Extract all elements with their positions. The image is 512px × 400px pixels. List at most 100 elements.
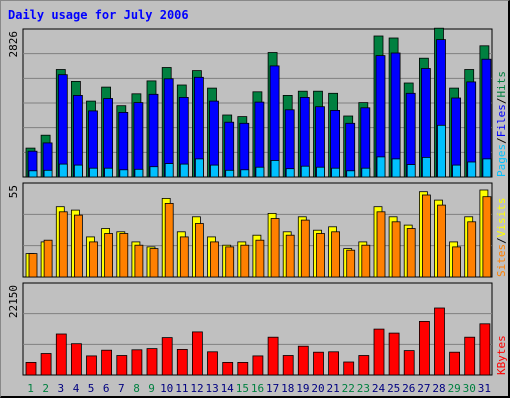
bar-pages-day-8	[134, 168, 144, 178]
bar-sites-day-27	[421, 194, 431, 278]
bar-kbytes-day-16	[252, 355, 264, 376]
bar-pages-day-20	[316, 166, 325, 178]
legend-label: /	[495, 98, 508, 105]
bar-pages-day-26	[406, 164, 416, 178]
bar-pages-day-3	[58, 163, 68, 178]
bar-pages-day-21	[331, 167, 341, 178]
bar-kbytes-day-6	[101, 349, 112, 376]
legend-label: /	[495, 237, 508, 244]
bar-sites-day-29	[452, 246, 462, 278]
bar-kbytes-day-22	[343, 361, 355, 376]
x-tick-day-18: 18	[281, 382, 294, 395]
bar-sites-day-22	[346, 249, 356, 278]
bar-kbytes-day-30	[464, 336, 476, 376]
legend-label: /	[495, 137, 508, 144]
bar-kbytes-day-25	[388, 332, 400, 376]
bar-pages-day-30	[467, 161, 477, 178]
bar-pages-day-23	[361, 167, 371, 178]
bar-kbytes-day-20	[313, 351, 324, 376]
bar-files-day-22	[345, 122, 356, 178]
x-tick-day-19: 19	[296, 382, 309, 395]
bar-pages-day-19	[300, 165, 310, 178]
x-tick-day-8: 8	[133, 382, 140, 395]
bar-sites-day-3	[58, 211, 68, 278]
x-tick-day-20: 20	[311, 382, 324, 395]
x-tick-day-29: 29	[448, 382, 461, 395]
panel-hits-max-label: 2826	[7, 31, 20, 58]
bar-pages-day-27	[421, 156, 431, 178]
bar-pages-day-28	[437, 124, 446, 178]
bar-files-day-6	[103, 98, 113, 178]
bar-files-day-14	[224, 121, 235, 178]
x-tick-day-1: 1	[27, 382, 34, 395]
bar-kbytes-day-8	[131, 349, 143, 376]
bar-kbytes-day-11	[176, 348, 188, 376]
panel-kbytes: 22150 KBytes	[7, 282, 508, 376]
bar-sites-day-30	[467, 221, 477, 278]
x-tick-day-21: 21	[326, 382, 339, 395]
bar-sites-day-26	[406, 228, 416, 278]
panel-hits-bars	[25, 27, 492, 178]
bar-sites-day-28	[437, 204, 446, 278]
bar-sites-day-6	[104, 233, 113, 278]
bar-sites-day-11	[179, 236, 189, 278]
x-tick-day-14: 14	[221, 382, 235, 395]
bar-kbytes-day-3	[55, 333, 67, 376]
bar-kbytes-day-27	[418, 320, 430, 376]
x-tick-day-6: 6	[103, 382, 110, 395]
bar-kbytes-day-28	[434, 307, 445, 376]
bar-sites-day-23	[361, 244, 371, 278]
bar-pages-day-22	[346, 170, 356, 178]
x-tick-day-27: 27	[417, 382, 430, 395]
bar-kbytes-day-24	[373, 328, 385, 376]
x-tick-day-31: 31	[478, 382, 491, 395]
legend-label: Hits	[495, 71, 508, 98]
bar-pages-day-24	[376, 156, 386, 178]
bar-files-day-19	[299, 97, 310, 178]
bar-files-day-16	[254, 101, 265, 178]
bar-pages-day-31	[482, 158, 492, 178]
x-tick-day-10: 10	[160, 382, 173, 395]
bar-sites-day-24	[376, 211, 386, 278]
bar-sites-day-10	[164, 202, 174, 278]
x-axis-day-labels: 1 2 3 4 5 6 7 8 9 10 11 12 13 14 15 16 17 18 19 20 21 22 23 24 2…	[27, 382, 491, 395]
bar-pages-day-12	[194, 158, 204, 178]
panel-visits: 55 Sites/Visits	[7, 182, 508, 278]
bar-kbytes-day-9	[146, 348, 158, 376]
x-tick-day-5: 5	[88, 382, 95, 395]
bar-pages-day-15	[240, 169, 250, 178]
chart-title: Daily usage for July 2006	[8, 8, 189, 22]
legend-label: Sites	[495, 244, 508, 277]
bar-files-day-8	[133, 102, 144, 178]
bar-sites-day-31	[482, 196, 492, 278]
bar-kbytes-day-17	[267, 336, 279, 376]
panel-kbytes-bars	[25, 307, 491, 376]
bar-sites-day-20	[316, 233, 325, 278]
bar-pages-day-6	[104, 167, 113, 178]
bar-files-day-21	[330, 110, 341, 178]
legend-label: KBytes	[495, 335, 508, 375]
x-tick-day-23: 23	[357, 382, 370, 395]
x-tick-day-7: 7	[118, 382, 125, 395]
bar-pages-day-29	[452, 164, 462, 178]
bar-kbytes-day-21	[328, 351, 340, 376]
bar-pages-day-18	[285, 168, 295, 178]
bar-kbytes-day-31	[479, 323, 491, 376]
bar-files-day-7	[118, 112, 129, 178]
bar-files-day-25	[390, 52, 401, 178]
bar-kbytes-day-14	[222, 361, 234, 376]
bar-sites-day-18	[285, 234, 295, 278]
panel-hits-legend: Pages/Files/Hits	[495, 71, 508, 177]
bar-files-day-20	[315, 106, 325, 178]
bar-files-day-18	[284, 109, 295, 178]
x-tick-day-17: 17	[266, 382, 279, 395]
panel-visits-bars	[25, 189, 492, 278]
x-tick-day-15: 15	[236, 382, 249, 395]
bar-kbytes-day-23	[358, 355, 370, 376]
bar-files-day-23	[360, 107, 371, 178]
x-tick-day-26: 26	[402, 382, 415, 395]
bar-sites-day-17	[270, 218, 280, 278]
x-tick-day-4: 4	[73, 382, 80, 395]
bar-pages-day-11	[179, 163, 189, 178]
